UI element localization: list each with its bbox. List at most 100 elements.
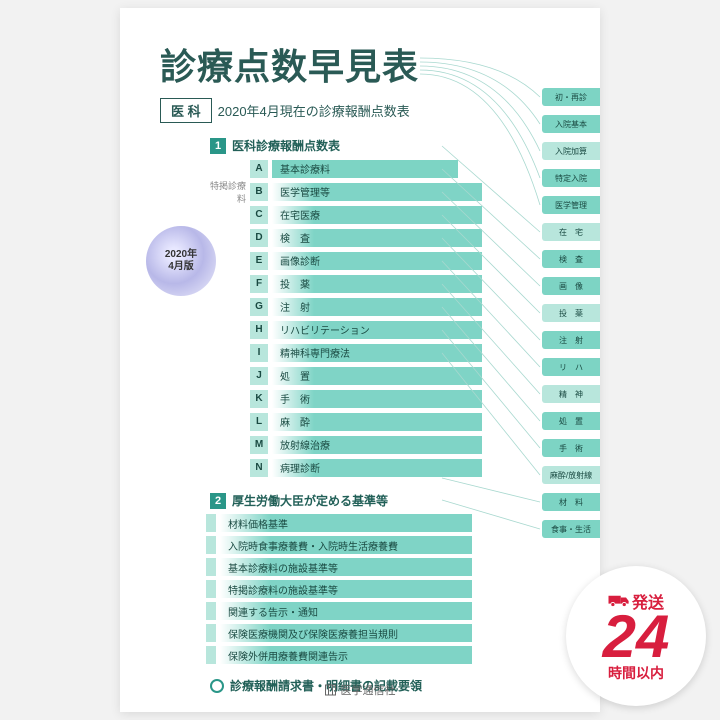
letter-N: N [250, 459, 268, 477]
publisher: 医学通信社 [325, 682, 396, 698]
circle-bullet-icon [210, 679, 224, 693]
col-label: 特掲診療料 [206, 179, 250, 205]
s2-row-0: 材料価格基準 [206, 513, 600, 533]
shipping-badge: 発送 24 時間以内 [566, 566, 706, 706]
book-cover: 診療点数早見表 医 科 2020年4月現在の診療報酬点数表 2020年 4月版 … [120, 8, 600, 712]
bar-E: 画像診断 [272, 252, 482, 270]
row-M: M放射線治療 [206, 434, 600, 455]
bar-M: 放射線治療 [272, 436, 482, 454]
tab-9: 注 射 [542, 331, 600, 349]
row-F: F投 薬 [206, 273, 600, 294]
bar-N: 病理診断 [272, 459, 482, 477]
bar-L: 麻 酔 [272, 413, 482, 431]
bar-G: 注 射 [272, 298, 482, 316]
s2-bullet [206, 536, 216, 554]
s2-bullet [206, 646, 216, 664]
s2-bullet [206, 558, 216, 576]
tab-5: 在 宅 [542, 223, 600, 241]
tab-8: 投 薬 [542, 304, 600, 322]
publisher-name: 医学通信社 [341, 682, 396, 698]
section-2-num: 2 [210, 493, 226, 509]
section-2: 2 厚生労働大臣が定める基準等 材料価格基準入院時食事療養費・入院時生活療養費基… [160, 492, 600, 665]
bar-I: 精神科専門療法 [272, 344, 482, 362]
row-I: I精神科専門療法 [206, 342, 600, 363]
letter-F: F [250, 275, 268, 293]
s2-row-3: 特掲診療料の施設基準等 [206, 579, 600, 599]
section-1-title: 医科診療報酬点数表 [232, 137, 340, 154]
s2-bar-4: 関連する告示・通知 [220, 602, 472, 620]
s2-bullet [206, 624, 216, 642]
row-D: D検 査 [206, 227, 600, 248]
row-E: E画像診断 [206, 250, 600, 271]
footer-row: 診療報酬請求書・明細書の記載要領 [210, 677, 582, 694]
tab-6: 検 査 [542, 250, 600, 268]
row-J: J処 置 [206, 365, 600, 386]
tab-16: 食事・生活 [542, 520, 600, 538]
index-tabs: 初・再診入院基本入院加算特定入院医学管理在 宅検 査画 像投 薬注 射リ ハ精 … [542, 88, 600, 538]
section-1: 1 医科診療報酬点数表 A 基本診療料 特掲診療料B医学管理等C在宅医療D検 査… [160, 137, 600, 478]
row-H: Hリハビリテーション [206, 319, 600, 340]
letter-A: A [250, 160, 268, 178]
letter-K: K [250, 390, 268, 408]
s2-row-2: 基本診療料の施設基準等 [206, 557, 600, 577]
row-L: L麻 酔 [206, 411, 600, 432]
ship-number: 24 [603, 607, 670, 667]
letter-E: E [250, 252, 268, 270]
s2-bullet [206, 514, 216, 532]
tab-1: 入院基本 [542, 115, 600, 133]
bar-K: 手 術 [272, 390, 482, 408]
section-1-header: 1 医科診療報酬点数表 [210, 137, 582, 154]
section-2-title: 厚生労働大臣が定める基準等 [232, 492, 388, 509]
row-A: A 基本診療料 [206, 158, 600, 179]
s2-bar-1: 入院時食事療養費・入院時生活療養費 [220, 536, 472, 554]
tab-0: 初・再診 [542, 88, 600, 106]
tab-4: 医学管理 [542, 196, 600, 214]
dept-badge: 医 科 [160, 98, 212, 123]
tab-2: 入院加算 [542, 142, 600, 160]
s2-bar-5: 保険医療機関及び保険医療養担当規則 [220, 624, 472, 642]
s2-bar-2: 基本診療料の施設基準等 [220, 558, 472, 576]
bar-D: 検 査 [272, 229, 482, 247]
tab-10: リ ハ [542, 358, 600, 376]
letter-L: L [250, 413, 268, 431]
subtitle-row: 医 科 2020年4月現在の診療報酬点数表 [160, 98, 600, 123]
letter-G: G [250, 298, 268, 316]
section-1-num: 1 [210, 138, 226, 154]
bar-F: 投 薬 [272, 275, 482, 293]
s2-row-1: 入院時食事療養費・入院時生活療養費 [206, 535, 600, 555]
s2-bullet [206, 602, 216, 620]
s2-row-5: 保険医療機関及び保険医療養担当規則 [206, 623, 600, 643]
tab-11: 精 神 [542, 385, 600, 403]
row-K: K手 術 [206, 388, 600, 409]
s2-bullet [206, 580, 216, 598]
tab-13: 手 術 [542, 439, 600, 457]
s2-bar-3: 特掲診療料の施設基準等 [220, 580, 472, 598]
subtitle-text: 2020年4月現在の診療報酬点数表 [218, 101, 410, 120]
section-2-header: 2 厚生労働大臣が定める基準等 [210, 492, 582, 509]
s2-bar-6: 保険外併用療養費関連告示 [220, 646, 472, 664]
bar-A: 基本診療料 [272, 160, 458, 178]
s2-row-6: 保険外併用療養費関連告示 [206, 645, 600, 665]
row-G: G注 射 [206, 296, 600, 317]
row-C: C在宅医療 [206, 204, 600, 225]
tab-15: 材 料 [542, 493, 600, 511]
letter-C: C [250, 206, 268, 224]
bar-B: 医学管理等 [272, 183, 482, 201]
bar-H: リハビリテーション [272, 321, 482, 339]
row-B: 特掲診療料B医学管理等 [206, 181, 600, 202]
letter-J: J [250, 367, 268, 385]
bar-C: 在宅医療 [272, 206, 482, 224]
publisher-logo-icon [325, 684, 337, 696]
letter-I: I [250, 344, 268, 362]
letter-D: D [250, 229, 268, 247]
bar-J: 処 置 [272, 367, 482, 385]
s2-row-4: 関連する告示・通知 [206, 601, 600, 621]
letter-M: M [250, 436, 268, 454]
row-N: N病理診断 [206, 457, 600, 478]
letter-B: B [250, 183, 268, 201]
tab-12: 処 置 [542, 412, 600, 430]
tab-7: 画 像 [542, 277, 600, 295]
letter-H: H [250, 321, 268, 339]
tab-14: 麻酔/放射線 [542, 466, 600, 484]
tab-3: 特定入院 [542, 169, 600, 187]
